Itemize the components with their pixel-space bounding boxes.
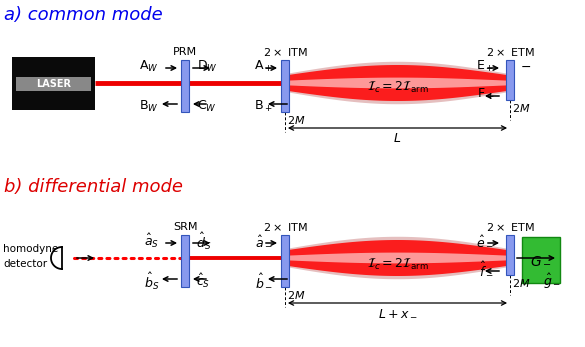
Text: detector: detector [3, 259, 47, 269]
Text: $\hat{e}_-$: $\hat{e}_-$ [476, 234, 494, 248]
Text: $\hat{c}_S$: $\hat{c}_S$ [196, 272, 210, 290]
Text: LASER: LASER [36, 78, 71, 88]
Text: $\mathrm{C}_W$: $\mathrm{C}_W$ [197, 99, 217, 113]
Text: $2M$: $2M$ [512, 102, 531, 114]
Text: $\hat{g}_-$: $\hat{g}_-$ [543, 271, 561, 290]
Text: $2M$: $2M$ [287, 114, 305, 126]
Text: $L$: $L$ [393, 132, 402, 144]
Text: a) common mode: a) common mode [4, 6, 163, 24]
Bar [506, 235, 514, 275]
Text: $\mathrm{A}_+$: $\mathrm{A}_+$ [254, 58, 273, 74]
Text: $\mathrm{E}_+$: $\mathrm{E}_+$ [476, 58, 494, 74]
Text: $L + x_-$: $L + x_-$ [377, 306, 417, 320]
Text: $\mathrm{D}_W$: $\mathrm{D}_W$ [197, 58, 218, 74]
Text: SRM: SRM [173, 222, 197, 232]
Text: $\mathrm{B}_+$: $\mathrm{B}_+$ [254, 99, 273, 113]
Text: $\hat{a}_S$: $\hat{a}_S$ [144, 232, 159, 250]
Text: $2M$: $2M$ [512, 277, 531, 289]
Text: $\mathrm{B}_W$: $\mathrm{B}_W$ [139, 99, 159, 113]
Text: $\mathrm{A}_W$: $\mathrm{A}_W$ [139, 58, 159, 74]
Text: $-$: $-$ [520, 59, 531, 73]
Bar [506, 60, 514, 100]
Bar [181, 235, 189, 287]
Text: $\hat{b}_-$: $\hat{b}_-$ [255, 272, 273, 289]
Text: $\hat{f}_-$: $\hat{f}_-$ [479, 261, 494, 278]
Bar [12, 57, 95, 110]
Polygon shape [289, 62, 506, 104]
Text: $2M$: $2M$ [287, 289, 305, 301]
Polygon shape [289, 253, 506, 263]
Bar [522, 237, 560, 283]
Text: PRM: PRM [173, 47, 197, 57]
Polygon shape [289, 65, 506, 101]
Text: b) differential mode: b) differential mode [4, 178, 183, 196]
Text: $2\times$ ITM: $2\times$ ITM [263, 221, 308, 233]
Text: $2\times$ ETM: $2\times$ ETM [486, 221, 534, 233]
Bar [16, 76, 91, 91]
Polygon shape [51, 247, 62, 269]
Bar [281, 235, 289, 287]
Text: $\mathrm{F}_+$: $\mathrm{F}_+$ [477, 86, 494, 102]
Bar [181, 60, 189, 112]
Text: $\hat{b}_S$: $\hat{b}_S$ [144, 270, 159, 291]
Text: $\hat{a}_-$: $\hat{a}_-$ [255, 234, 273, 248]
Text: $2\times$ ETM: $2\times$ ETM [486, 46, 534, 58]
Polygon shape [289, 78, 506, 88]
Text: $G_-$: $G_-$ [530, 253, 552, 267]
Bar [281, 60, 289, 112]
Text: $\hat{d}_S$: $\hat{d}_S$ [196, 230, 211, 252]
Polygon shape [289, 240, 506, 276]
Text: $2\times$ ITM: $2\times$ ITM [263, 46, 308, 58]
Text: $\mathcal{I}_c = 2\mathcal{I}_{\rm arm}$: $\mathcal{I}_c = 2\mathcal{I}_{\rm arm}$ [367, 79, 428, 94]
Polygon shape [289, 237, 506, 279]
Text: homodyne: homodyne [3, 244, 58, 254]
Text: $\mathcal{I}_c = 2\mathcal{I}_{\rm arm}$: $\mathcal{I}_c = 2\mathcal{I}_{\rm arm}$ [367, 256, 428, 272]
